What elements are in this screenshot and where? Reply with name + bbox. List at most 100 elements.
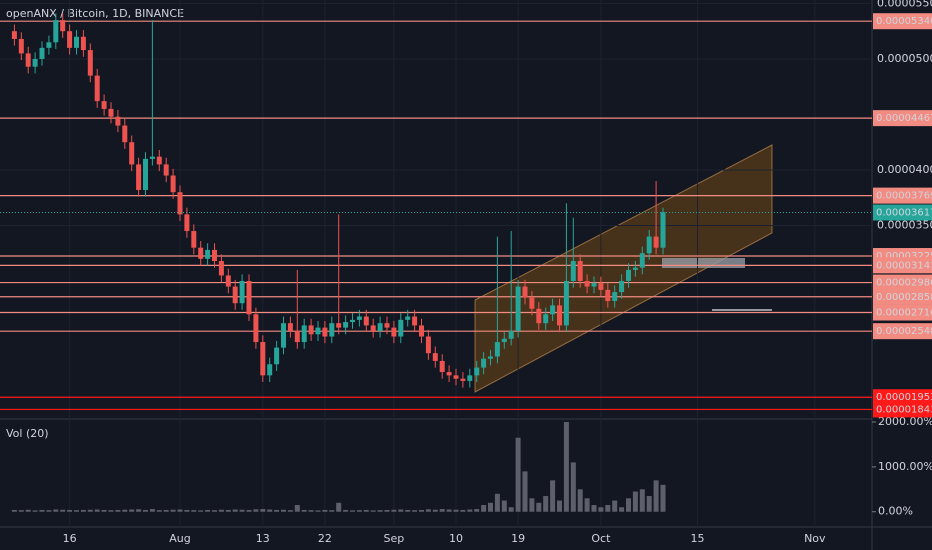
volume-bar bbox=[377, 510, 383, 512]
candle-body bbox=[329, 323, 335, 337]
volume-bar bbox=[563, 422, 569, 512]
candle-body bbox=[129, 142, 135, 165]
candle-body bbox=[398, 319, 404, 337]
x-tick-label: 13 bbox=[256, 532, 270, 545]
y-tick-label: 0.00003500 bbox=[877, 218, 932, 231]
level-label-bg bbox=[873, 304, 932, 321]
volume-bar bbox=[446, 509, 452, 512]
candle-body bbox=[308, 325, 314, 335]
candle-body bbox=[115, 116, 121, 126]
candle-body bbox=[108, 108, 114, 117]
volume-bar bbox=[612, 500, 618, 512]
candle-body bbox=[577, 261, 583, 281]
candle-body bbox=[481, 358, 487, 368]
level-label: 0.00002986 bbox=[876, 278, 932, 289]
candle-body bbox=[488, 356, 493, 359]
level-label-bg bbox=[873, 110, 932, 127]
candle-body bbox=[598, 283, 604, 290]
candle-body bbox=[198, 247, 204, 259]
volume-bar bbox=[184, 509, 190, 512]
volume-bar bbox=[350, 510, 355, 512]
volume-bar bbox=[322, 509, 328, 512]
volume-bar bbox=[515, 437, 521, 512]
chart-title: openANX / Bitcoin, 1D, BINANCE bbox=[6, 7, 184, 20]
candle-body bbox=[122, 125, 128, 143]
candle-body bbox=[191, 231, 197, 248]
level-label: 0.00005340 bbox=[876, 16, 932, 27]
candle-body bbox=[239, 280, 245, 304]
volume-bar bbox=[143, 509, 148, 512]
level-label: 0.00003225 bbox=[876, 251, 932, 262]
volume-bar bbox=[405, 509, 411, 512]
volume-bar bbox=[18, 510, 24, 512]
volume-bar bbox=[557, 500, 562, 512]
volume-bar bbox=[129, 509, 135, 512]
candle-body bbox=[170, 175, 176, 193]
candle-body bbox=[39, 47, 45, 59]
candle-body bbox=[570, 261, 576, 281]
volume-bar bbox=[474, 509, 480, 512]
volume-bar bbox=[370, 510, 376, 512]
volume-bar bbox=[198, 510, 204, 512]
y-tick-label: 0.00005500 bbox=[877, 0, 932, 9]
volume-bar bbox=[570, 462, 576, 512]
candle-body bbox=[163, 164, 169, 176]
level-label: 0.00002716 bbox=[876, 308, 932, 319]
volume-bar bbox=[246, 509, 252, 512]
volume-bar bbox=[508, 507, 514, 512]
volume-bar bbox=[460, 509, 466, 512]
candle-body bbox=[377, 323, 383, 331]
candle-body bbox=[267, 364, 273, 376]
candle-body bbox=[467, 375, 473, 381]
volume-bar bbox=[253, 509, 259, 512]
candle-body bbox=[301, 325, 307, 343]
candle-body bbox=[460, 378, 466, 381]
candle-body bbox=[274, 347, 280, 365]
volume-bar bbox=[577, 489, 583, 512]
candle-body bbox=[446, 372, 452, 376]
volume-bar bbox=[660, 484, 666, 512]
candle-body bbox=[557, 305, 562, 326]
candle-body bbox=[494, 342, 500, 357]
volume-bar bbox=[425, 509, 431, 512]
candle-body bbox=[653, 236, 659, 248]
volume-bar bbox=[32, 510, 38, 512]
level-label-bg bbox=[873, 323, 932, 340]
x-tick-label: 15 bbox=[691, 532, 705, 545]
candle-body bbox=[384, 323, 390, 328]
volume-bar bbox=[212, 510, 217, 512]
candle-body bbox=[391, 327, 397, 337]
candle-body bbox=[322, 327, 328, 337]
candle-body bbox=[432, 353, 438, 361]
volume-bar bbox=[481, 505, 487, 512]
candle-body bbox=[405, 316, 411, 320]
candle-body bbox=[626, 269, 631, 281]
volume-bar bbox=[605, 505, 611, 512]
candle-body bbox=[350, 319, 355, 323]
volume-bar bbox=[543, 496, 549, 512]
level-label-bg bbox=[873, 187, 932, 204]
level-label-bg bbox=[873, 389, 932, 406]
volume-bar bbox=[87, 509, 93, 512]
candle-body bbox=[543, 314, 549, 324]
volume-bar bbox=[653, 480, 659, 512]
volume-bar bbox=[74, 510, 79, 512]
x-tick-label: Oct bbox=[591, 532, 611, 545]
candle-body bbox=[522, 286, 528, 298]
volume-bar bbox=[101, 509, 107, 512]
volume-bar bbox=[536, 502, 542, 512]
candle-body bbox=[632, 267, 638, 270]
volume-bar bbox=[598, 507, 604, 512]
volume-tick-label: 1000.00% bbox=[878, 460, 932, 473]
volume-bar bbox=[384, 509, 390, 512]
volume-bar bbox=[149, 509, 155, 512]
volume-bar bbox=[529, 498, 535, 512]
volume-bar bbox=[550, 480, 556, 512]
x-tick-label: Nov bbox=[804, 532, 826, 545]
candle-body bbox=[25, 53, 31, 67]
volume-bar bbox=[287, 510, 293, 512]
volume-bar bbox=[356, 510, 362, 512]
volume-bar bbox=[646, 496, 652, 512]
volume-bar bbox=[267, 509, 273, 512]
